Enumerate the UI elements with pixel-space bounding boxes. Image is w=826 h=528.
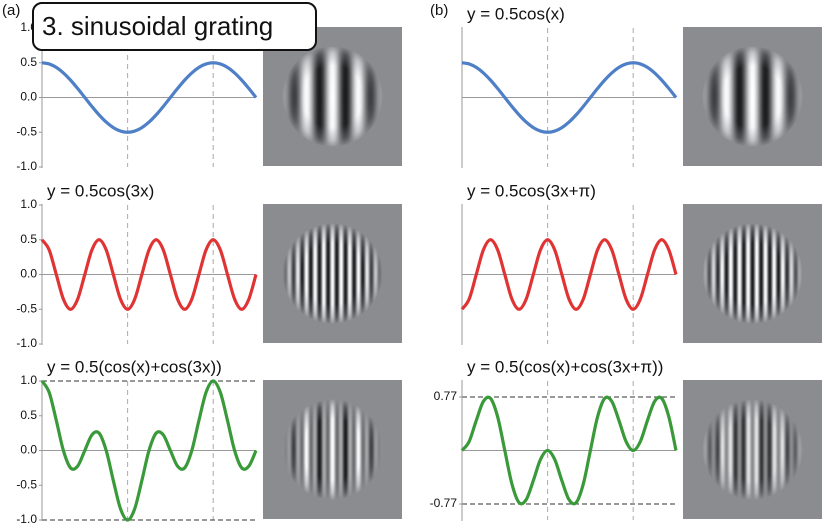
y-tick-label: 0.0 [20, 90, 37, 104]
grating-fade [701, 222, 804, 325]
curve [460, 238, 678, 311]
y-tick-label: 0.77 [434, 389, 458, 403]
chart-title: y = 0.5(cos(x)+cos(3x)) [47, 357, 222, 376]
y-tick-label: -0.77 [430, 496, 458, 510]
y-tick-label: 0.0 [20, 443, 37, 457]
y-tick-label: 0.5 [20, 408, 37, 422]
grating-fade [281, 45, 384, 148]
y-tick-label: -1.0 [16, 159, 37, 173]
y-tick-label: -0.5 [16, 477, 37, 491]
curve [41, 61, 258, 134]
chart-title: y = 0.5(cos(x)+cos(3x+π)) [467, 357, 663, 376]
grating-fade [281, 398, 384, 501]
grating-fade [281, 222, 384, 325]
y-tick-label: 0.5 [20, 55, 37, 69]
curve [40, 379, 258, 522]
y-tick-label: -1.0 [16, 512, 37, 526]
curve [40, 238, 258, 311]
y-tick-label: -1.0 [16, 336, 37, 350]
y-tick-label: -0.5 [16, 124, 37, 138]
panel-label: (a) [2, 2, 20, 19]
chart-title: y = 0.5cos(x) [467, 4, 565, 23]
chart-title: y = 0.5cos(3x+π) [467, 181, 596, 200]
curve [460, 395, 678, 506]
y-tick-label: 0.0 [20, 267, 37, 281]
grating-fade [701, 398, 804, 501]
chart-title: y = 0.5cos(3x) [47, 181, 154, 200]
heading: 3. sinusoidal grating [42, 11, 273, 41]
y-tick-label: 1.0 [20, 373, 37, 387]
y-tick-label: -0.5 [16, 301, 37, 315]
curve [461, 61, 678, 134]
heading-box [32, 2, 317, 51]
panel-label: (b) [430, 2, 448, 19]
y-tick-label: 0.5 [20, 232, 37, 246]
grating-fade [701, 45, 804, 148]
y-tick-label: 1.0 [20, 197, 37, 211]
